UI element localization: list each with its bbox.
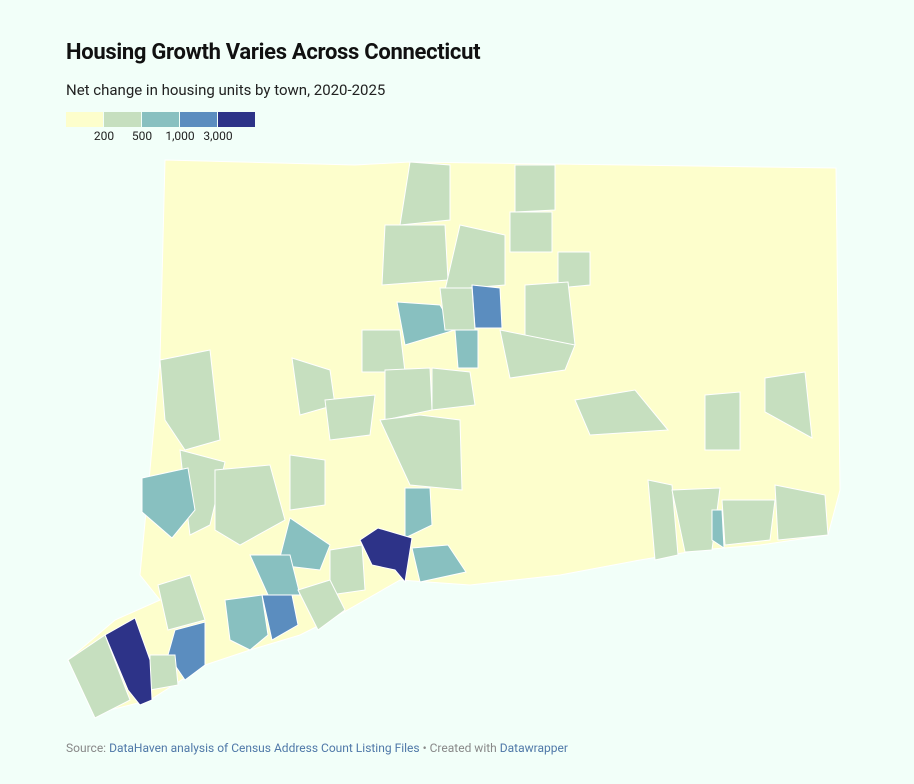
town (647, 479, 679, 561)
source-link[interactable]: DataHaven analysis of Census Address Cou… (109, 741, 420, 755)
legend-swatch (104, 112, 141, 127)
town (509, 211, 553, 253)
town (361, 329, 406, 373)
town (381, 224, 449, 286)
town (67, 634, 131, 719)
footer: Source: DataHaven analysis of Census Add… (66, 741, 568, 755)
legend-label: 1,000 (165, 129, 195, 143)
legend-swatch (180, 112, 217, 127)
legend-label: 3,000 (203, 129, 233, 143)
town (141, 467, 196, 539)
state-map (67, 159, 841, 719)
legend-label: 500 (132, 129, 152, 143)
town (167, 621, 206, 681)
town (557, 251, 591, 289)
town (439, 287, 476, 331)
town (671, 487, 721, 553)
town (404, 487, 433, 539)
town (471, 284, 503, 329)
town (104, 617, 153, 706)
town (324, 394, 376, 441)
town (711, 509, 725, 549)
legend: 200 500 1,000 3,000 (66, 112, 255, 143)
town (774, 484, 829, 541)
tool-link[interactable]: Datawrapper (499, 741, 568, 755)
town (499, 329, 576, 379)
town (149, 654, 179, 691)
town (379, 414, 463, 491)
legend-label: 200 (94, 129, 114, 143)
town (454, 329, 479, 369)
title: Housing Growth Varies Across Connecticut (66, 40, 481, 65)
footer-middle: • Created with (422, 741, 497, 755)
town (514, 164, 556, 213)
town (444, 224, 506, 291)
town (764, 371, 813, 439)
town (411, 544, 467, 583)
town (329, 544, 366, 596)
town (224, 594, 269, 651)
town (721, 499, 776, 546)
legend-swatch (66, 112, 103, 127)
town (297, 579, 346, 631)
town (359, 527, 413, 584)
town (574, 389, 670, 436)
legend-swatch (218, 112, 255, 127)
subtitle: Net change in housing units by town, 202… (66, 81, 386, 99)
source-prefix: Source: (66, 741, 107, 755)
town (214, 464, 286, 546)
legend-swatch (142, 112, 179, 127)
town (261, 594, 299, 641)
town (157, 574, 206, 631)
towns (67, 161, 829, 719)
town (704, 391, 741, 451)
town (399, 161, 451, 226)
town (159, 349, 221, 451)
town (431, 367, 476, 411)
town (289, 454, 326, 511)
